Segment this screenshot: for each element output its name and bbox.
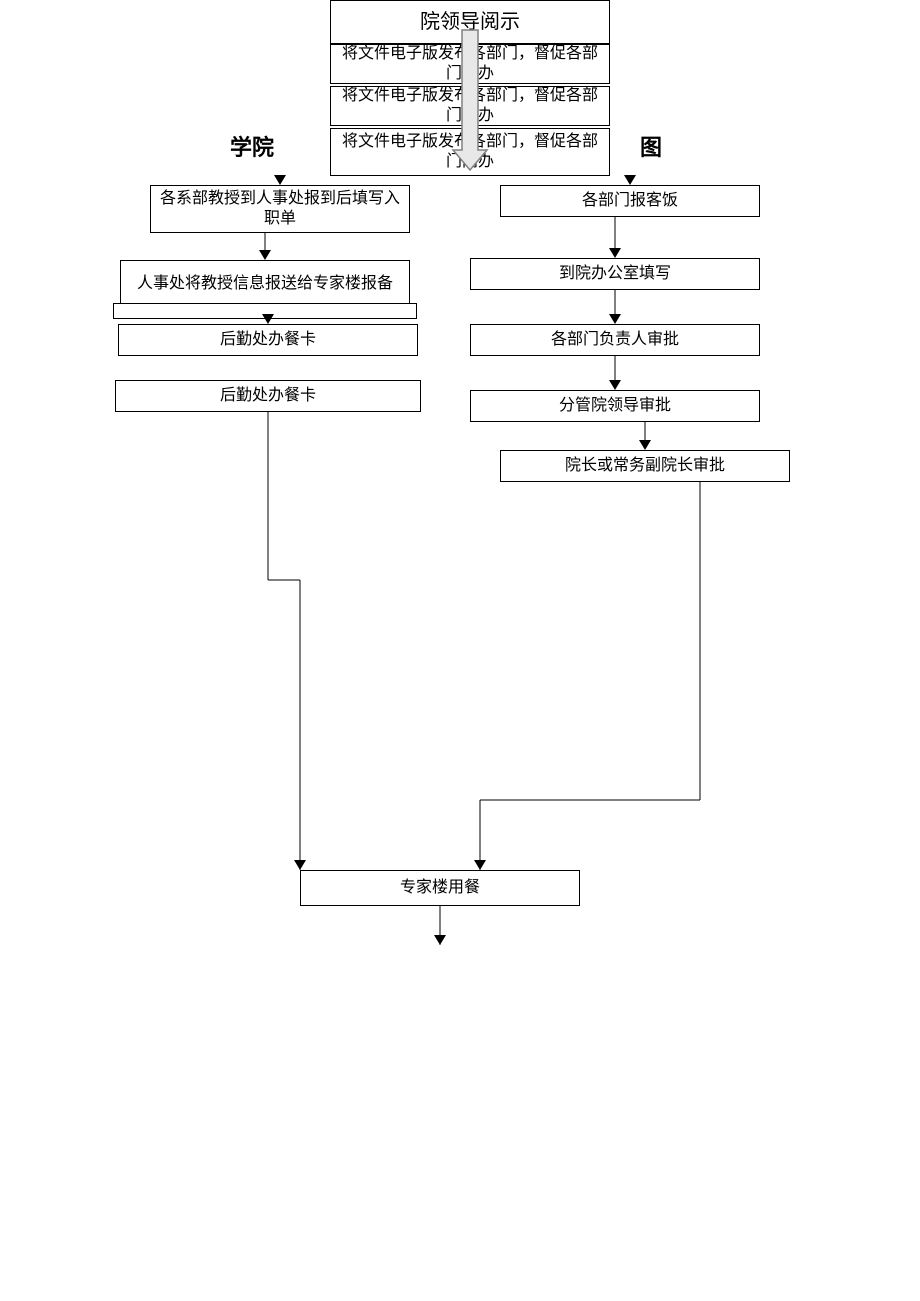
node-merge: 专家楼用餐 [300, 870, 580, 906]
node-top-big-text: 院领导阅示 [420, 10, 520, 35]
node-r2-text: 到院办公室填写 [559, 264, 671, 284]
node-r5: 院长或常务副院长审批 [500, 450, 790, 482]
node-l4-text: 后勤处办餐卡 [220, 386, 316, 406]
node-l3: 后勤处办餐卡 [118, 324, 418, 356]
node-dist-2-text: 将文件电子版发布各部门，督促各部门阅办 [337, 86, 603, 126]
node-r4-text: 分管院领导审批 [559, 396, 671, 416]
node-r1: 各部门报客饭 [500, 185, 760, 217]
node-r3: 各部门负责人审批 [470, 324, 760, 356]
node-dist-3-text: 将文件电子版发布各部门，督促各部门阅办 [337, 132, 603, 172]
node-l1-text: 各系部教授到人事处报到后填写入职单 [157, 189, 403, 229]
node-l2b [113, 303, 417, 319]
node-dist-1-text: 将文件电子版发布各部门，督促各部门阅办 [337, 44, 603, 84]
node-dist-2: 将文件电子版发布各部门，督促各部门阅办 [330, 86, 610, 126]
node-dist-3: 将文件电子版发布各部门，督促各部门阅办 [330, 128, 610, 176]
node-l4: 后勤处办餐卡 [115, 380, 421, 412]
node-r1-text: 各部门报客饭 [582, 191, 678, 211]
title-prefix: 学院 [230, 130, 274, 162]
node-l3-text: 后勤处办餐卡 [220, 330, 316, 350]
flow-arrows [0, 0, 920, 1301]
node-merge-text: 专家楼用餐 [400, 878, 480, 898]
node-r4: 分管院领导审批 [470, 390, 760, 422]
node-top-big: 院领导阅示 [330, 0, 610, 44]
node-l1: 各系部教授到人事处报到后填写入职单 [150, 185, 410, 233]
node-r3-text: 各部门负责人审批 [551, 330, 679, 350]
node-dist-1: 将文件电子版发布各部门，督促各部门阅办 [330, 44, 610, 84]
node-r5-text: 院长或常务副院长审批 [565, 456, 725, 476]
node-l2: 人事处将教授信息报送给专家楼报备 [120, 260, 410, 308]
node-l2-text: 人事处将教授信息报送给专家楼报备 [137, 274, 393, 294]
node-r2: 到院办公室填写 [470, 258, 760, 290]
title-suffix: 图 [640, 130, 662, 162]
